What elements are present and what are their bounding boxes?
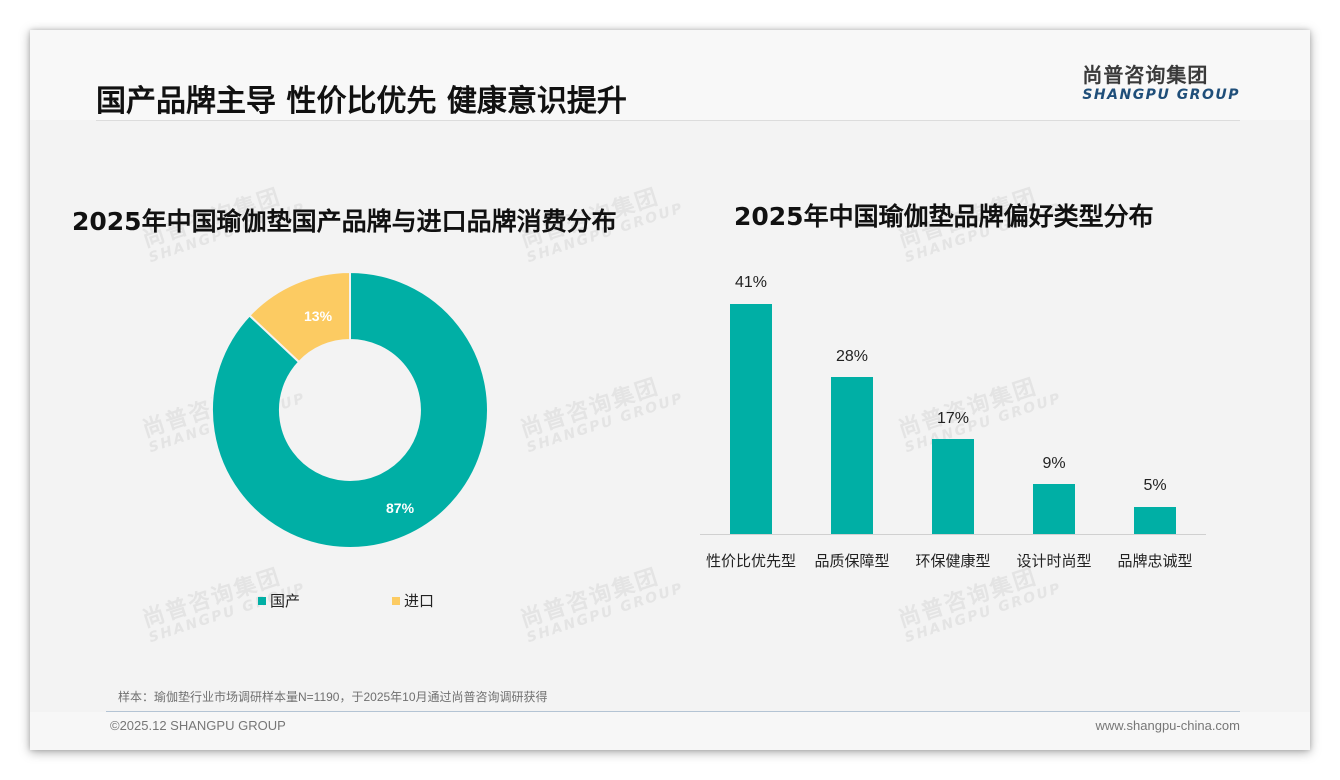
donut-svg [210, 270, 489, 549]
category-label: 品质保障型 [814, 553, 890, 570]
bar-value-for-money [730, 304, 772, 534]
bar-eco-health [932, 439, 974, 534]
category-label: 性价比优先型 [705, 553, 796, 570]
company-logo: 尚普咨询集团 SHANGPU GROUP [1082, 64, 1240, 104]
page-title: 国产品牌主导 性价比优先 健康意识提升 [96, 84, 627, 119]
bar-label: 9% [1042, 455, 1066, 472]
bar-label: 41% [734, 274, 768, 291]
legend-swatch-teal [258, 596, 266, 605]
legend-swatch-yellow [392, 596, 400, 605]
bar-label: 17% [936, 410, 970, 427]
bar-design [1033, 484, 1075, 534]
x-axis-line [700, 534, 1206, 535]
bar-label: 5% [1143, 477, 1167, 494]
copyright-text: ©2025.12 SHANGPU GROUP [110, 718, 286, 733]
category-label: 环保健康型 [915, 553, 991, 570]
donut-chart: 87% 13% [210, 270, 490, 550]
donut-slice-import [248, 270, 351, 364]
website-link[interactable]: www.shangpu-china.com [1095, 718, 1240, 733]
legend-label: 进口 [404, 593, 435, 610]
bar-chart-title: 2025年中国瑜伽垫品牌偏好类型分布 [734, 202, 1154, 231]
donut-label-domestic: 87% [386, 500, 415, 516]
donut-slice-domestic [210, 270, 489, 549]
footer-divider [106, 711, 1240, 712]
slide: 尚普咨询集团 SHANGPU GROUP 尚普咨询集团 SHANGPU GROUP … [30, 30, 1310, 750]
logo-en-text: SHANGPU GROUP [1082, 87, 1240, 103]
bar-label: 28% [835, 348, 869, 365]
header-band [30, 30, 1310, 120]
category-label: 品牌忠诚型 [1117, 553, 1193, 570]
bar-quality [831, 377, 873, 534]
donut-label-import: 13% [304, 308, 333, 324]
legend-item-import: 进口 [392, 590, 434, 611]
donut-chart-title: 2025年中国瑜伽垫国产品牌与进口品牌消费分布 [72, 207, 617, 236]
legend-item-domestic: 国产 [258, 590, 300, 611]
title-divider [96, 120, 1240, 121]
bar-chart: 41% 性价比优先型 28% 品质保障型 17% 环保健康型 9% 设计时尚型 … [700, 270, 1206, 570]
footer-band [30, 712, 1310, 750]
bar-brand-loyal [1134, 507, 1176, 534]
category-label: 设计时尚型 [1016, 553, 1092, 570]
sample-note: 样本：瑜伽垫行业市场调研样本量N=1190，于2025年10月通过尚普咨询调研获… [118, 690, 548, 704]
legend-label: 国产 [270, 593, 301, 610]
logo-cn-text: 尚普咨询集团 [1082, 63, 1209, 87]
